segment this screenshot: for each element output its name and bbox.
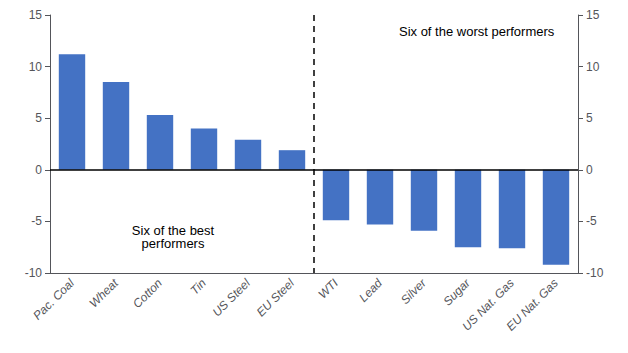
svg-text:EU Steel: EU Steel (254, 276, 298, 320)
svg-text:Tin: Tin (187, 276, 209, 298)
svg-text:Wheat: Wheat (87, 276, 122, 311)
svg-text:-10: -10 (586, 266, 604, 280)
svg-text:10: 10 (29, 60, 43, 74)
svg-text:5: 5 (35, 111, 42, 125)
svg-text:Six of the worst performers: Six of the worst performers (399, 24, 555, 39)
svg-text:Cotton: Cotton (130, 276, 165, 311)
svg-text:Sugar: Sugar (440, 275, 473, 308)
svg-text:5: 5 (586, 111, 593, 125)
svg-text:0: 0 (586, 163, 593, 177)
svg-text:-5: -5 (586, 214, 597, 228)
svg-text:US Nat. Gas: US Nat. Gas (459, 276, 517, 334)
svg-text:Six of the best: Six of the best (131, 222, 215, 238)
svg-text:0: 0 (35, 163, 42, 177)
svg-text:performers: performers (142, 236, 205, 251)
svg-text:Silver: Silver (398, 275, 430, 307)
svg-text:15: 15 (29, 8, 43, 22)
svg-text:-5: -5 (31, 214, 42, 228)
svg-text:Lead: Lead (356, 276, 385, 305)
svg-text:EU Nat. Gas: EU Nat. Gas (503, 276, 560, 333)
svg-text:-10: -10 (25, 266, 43, 280)
svg-text:15: 15 (586, 8, 600, 22)
svg-text:10: 10 (586, 60, 600, 74)
svg-text:Pac. Coal: Pac. Coal (30, 276, 77, 323)
svg-text:US Steel: US Steel (210, 276, 254, 320)
svg-text:WTI: WTI (316, 276, 342, 302)
